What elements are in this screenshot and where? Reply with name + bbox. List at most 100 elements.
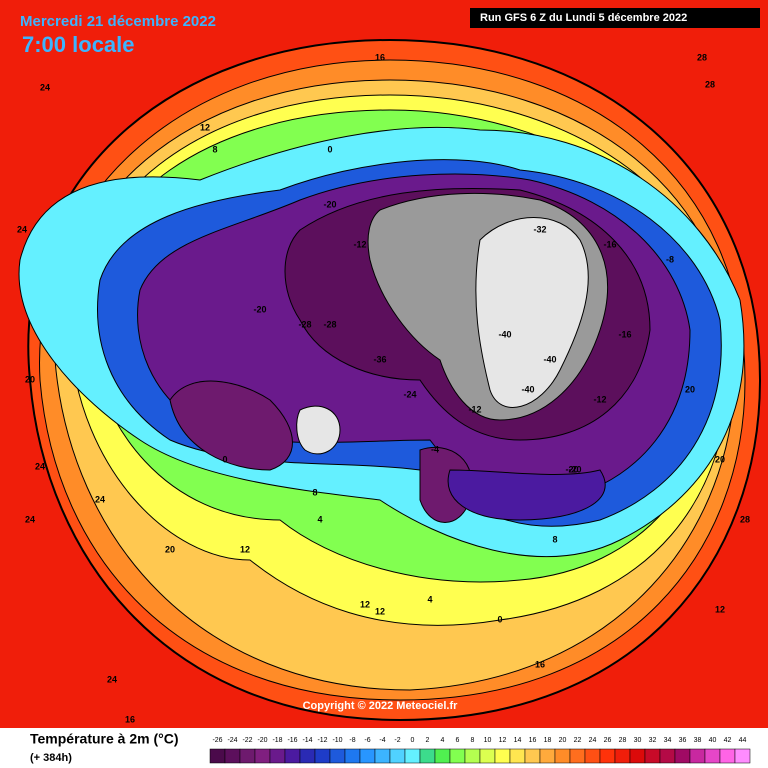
legend-tick-label: 22 <box>574 737 582 744</box>
map-value: -12 <box>353 239 366 249</box>
legend-swatch <box>209 748 226 764</box>
legend-tick-label: 2 <box>426 737 430 744</box>
legend-tick-label: 26 <box>604 737 612 744</box>
map-value: 28 <box>697 52 707 62</box>
map-value: 12 <box>715 604 725 614</box>
legend-tick-label: 42 <box>724 737 732 744</box>
legend-swatch <box>704 748 721 764</box>
legend-tick-label: 38 <box>694 737 702 744</box>
legend-tick-label: 6 <box>456 737 460 744</box>
legend-tick-label: 32 <box>649 737 657 744</box>
legend-tick-label: -14 <box>302 737 312 744</box>
legend-swatch <box>719 748 736 764</box>
map-value: -24 <box>403 389 416 399</box>
legend-tick-label: 4 <box>441 737 445 744</box>
legend-tick-label: -6 <box>364 737 370 744</box>
map-value: -12 <box>593 394 606 404</box>
map-value: 16 <box>375 52 385 62</box>
map-value: 0 <box>327 144 332 154</box>
legend-tick-label: 8 <box>471 737 475 744</box>
map-value: 24 <box>35 461 45 471</box>
map-value: 0 <box>222 454 227 464</box>
legend-tick-label: 12 <box>499 737 507 744</box>
map-value: 20 <box>715 454 725 464</box>
map-value: -32 <box>533 224 546 234</box>
legend-tick-label: 18 <box>544 737 552 744</box>
map-value: -4 <box>431 444 439 454</box>
map-value: 8 <box>552 534 557 544</box>
legend-swatch <box>689 748 706 764</box>
map-value: 0 <box>497 614 502 624</box>
map-value: -20 <box>565 464 578 474</box>
run-box <box>470 8 760 28</box>
legend-swatch <box>389 748 406 764</box>
map-value: -20 <box>568 464 581 474</box>
legend-tick-label: 44 <box>739 737 747 744</box>
map-value: -40 <box>498 329 511 339</box>
legend-tick-label: -2 <box>394 737 400 744</box>
map-value: 28 <box>740 514 750 524</box>
map-value: -8 <box>666 254 674 264</box>
legend-swatch <box>659 748 676 764</box>
map-value: 12 <box>200 122 210 132</box>
legend-tick-label: -18 <box>272 737 282 744</box>
legend-swatch <box>464 748 481 764</box>
legend-tick-label: -22 <box>242 737 252 744</box>
legend-tick-label: -16 <box>287 737 297 744</box>
legend-swatch <box>239 748 256 764</box>
legend-tick-label: -10 <box>332 737 342 744</box>
copyright: Copyright © 2022 Meteociel.fr <box>303 700 459 712</box>
map-value: 12 <box>240 544 250 554</box>
legend-swatch <box>224 748 241 764</box>
map-value: 20 <box>165 544 175 554</box>
legend-swatch <box>299 748 316 764</box>
legend-tick-label: 16 <box>529 737 537 744</box>
legend-tick-label: 28 <box>619 737 627 744</box>
legend-tick-label: -4 <box>379 737 385 744</box>
map-value: 24 <box>17 224 27 234</box>
legend-tick-label: -26 <box>212 737 222 744</box>
legend-title: Température à 2m (°C) <box>30 731 179 747</box>
legend-swatch <box>314 748 331 764</box>
legend-tick-label: 0 <box>411 737 415 744</box>
map-value: 24 <box>95 494 105 504</box>
legend-tick-label: 40 <box>709 737 717 744</box>
map-value: 4 <box>317 514 322 524</box>
map-value: -28 <box>323 319 336 329</box>
legend-swatch <box>479 748 496 764</box>
map-value: -40 <box>543 354 556 364</box>
legend-swatch <box>344 748 361 764</box>
map-value: 20 <box>25 374 35 384</box>
legend-swatch <box>674 748 691 764</box>
legend-swatch <box>449 748 466 764</box>
legend-swatch <box>359 748 376 764</box>
legend-swatch <box>269 748 286 764</box>
legend-tick-label: -12 <box>317 737 327 744</box>
map-value: 24 <box>40 82 50 92</box>
legend-tick-label: -24 <box>227 737 237 744</box>
map-value: 12 <box>375 606 385 616</box>
legend-swatch <box>524 748 541 764</box>
legend-tick-label: 10 <box>484 737 492 744</box>
run-label: Run GFS 6 Z du Lundi 5 décembre 2022 <box>480 12 687 24</box>
legend-swatch <box>599 748 616 764</box>
temperature-field <box>18 38 762 722</box>
map-value: 12 <box>360 599 370 609</box>
map-value: -20 <box>323 199 336 209</box>
legend-swatch <box>419 748 436 764</box>
map-value: 4 <box>427 594 432 604</box>
legend-swatch <box>329 748 346 764</box>
map-value: 20 <box>685 384 695 394</box>
legend-swatch <box>374 748 391 764</box>
time-label: 7:00 locale <box>22 32 135 57</box>
legend-swatch <box>404 748 421 764</box>
legend-swatch <box>539 748 556 764</box>
map-value: -28 <box>298 319 311 329</box>
legend-swatch <box>614 748 631 764</box>
legend-tick-label: 24 <box>589 737 597 744</box>
legend-swatch <box>569 748 586 764</box>
map-value: 8 <box>212 144 217 154</box>
legend-swatch <box>434 748 451 764</box>
